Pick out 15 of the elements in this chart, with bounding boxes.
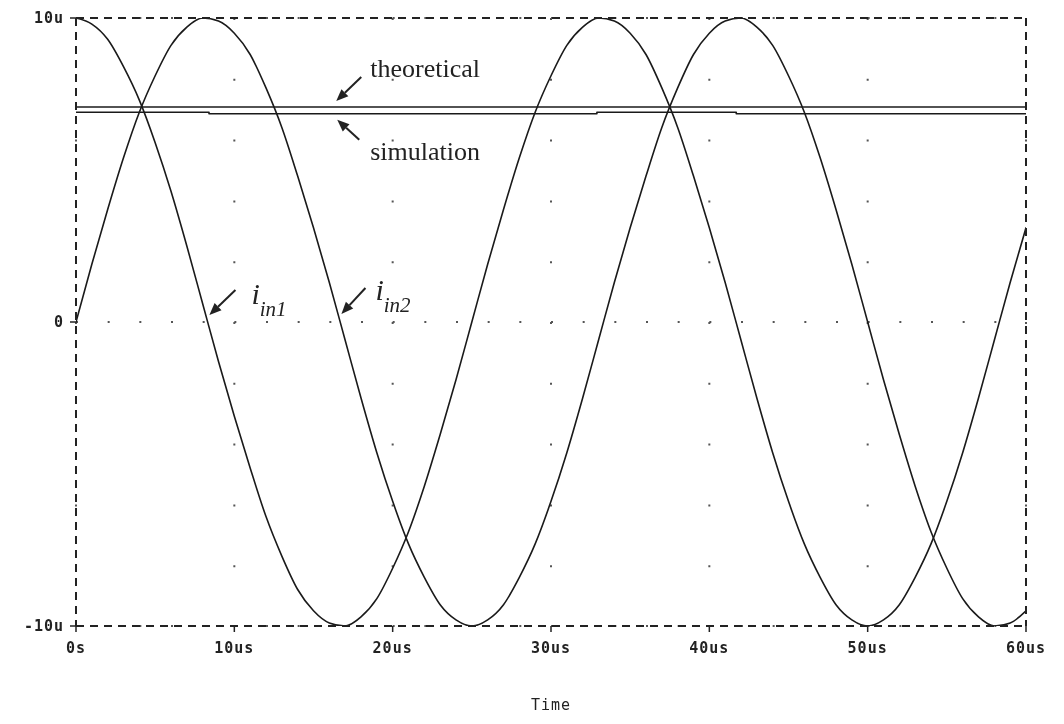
annotation: simulation: [370, 136, 481, 166]
x-axis-title: Time: [530, 696, 572, 714]
x-tick-label: 10us: [214, 638, 255, 657]
x-tick-label: 0s: [65, 638, 87, 657]
x-tick-label: 20us: [372, 638, 413, 657]
y-tick-label: 10u: [33, 9, 64, 28]
x-tick-label: 30us: [530, 638, 572, 657]
annotation: i$_{in1}$: [251, 277, 287, 321]
annotation: i$_{in2}$: [375, 273, 412, 317]
y-tick-label: 0: [53, 313, 64, 332]
annotation: theoretical: [370, 54, 480, 84]
x-tick-label: 40us: [689, 638, 730, 657]
x-tick-label: 60us: [1005, 638, 1047, 657]
y-tick-label: -10u: [23, 617, 64, 636]
x-tick-label: 50us: [847, 638, 888, 657]
